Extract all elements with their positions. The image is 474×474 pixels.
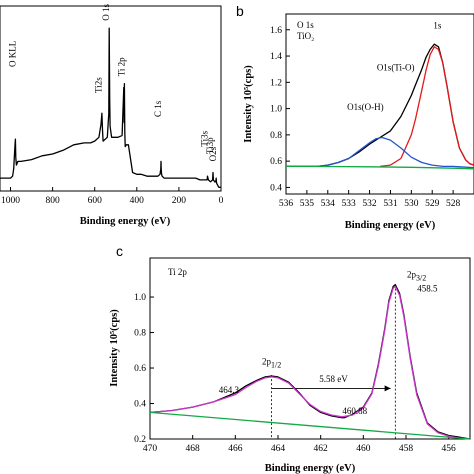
peak-label: O KLL <box>7 41 17 67</box>
y-tick-label: 0.8 <box>134 329 146 339</box>
panel-survey: 1000 800 600 400 200 0 O KLL Ti2s O 1s Ti 2p C 1s… <box>0 4 224 227</box>
y-tick-label: 0.4 <box>270 183 282 193</box>
peak-label: 464.3 <box>219 385 240 395</box>
x-tick-label: 0 <box>219 196 224 206</box>
plot-frame <box>149 257 471 440</box>
peak-label: Ti2s <box>94 77 104 93</box>
peak-label: O2s <box>208 146 218 161</box>
inset-label-ti2p: Ti 2p <box>168 267 187 277</box>
x-tick-label: 800 <box>45 196 60 206</box>
x-tick-label: 535 <box>300 199 315 209</box>
y-tick-label: 1.0 <box>134 293 146 303</box>
peak-labels: 1s O1s(Ti-O) O1s(O-H) <box>347 20 442 111</box>
plot-frame <box>285 13 474 195</box>
x-tick-label: 529 <box>425 199 440 209</box>
axis-ticks: 470 468 466 464 462 460 458 456 0.2 0.4 0.6 0.8 1.0 <box>134 293 456 454</box>
x-tick-label: 530 <box>404 199 419 209</box>
x-tick-label: 464 <box>271 444 286 454</box>
y-axis-label: Intensity 10⁵(cps) <box>243 65 254 143</box>
x-axis-label: Binding energy (eV) <box>80 216 171 227</box>
series-line-2 <box>286 136 474 169</box>
series-line-0 <box>0 27 221 188</box>
peak-label: 2p3/2 <box>407 270 426 283</box>
series-lines <box>149 283 471 440</box>
series-lines <box>285 43 474 170</box>
y-tick-label: 0.2 <box>134 435 146 445</box>
peak-label: Ti3p <box>205 137 215 154</box>
panel-ti2p: c 470 468 466 464 462 460 458 456 0.2 0.4 0.6 0.8 1.… <box>109 243 471 474</box>
y-tick-label: 0.4 <box>134 400 146 410</box>
panel-letter-b: b <box>236 3 244 19</box>
x-ticks: 1000 800 600 400 200 0 <box>1 187 224 206</box>
separation-markers <box>271 284 396 439</box>
x-axis-label: Binding energy (eV) <box>265 463 356 474</box>
peak-label: O1s(O-H) <box>347 102 384 112</box>
x-tick-label: 460 <box>356 444 371 454</box>
arrow-head <box>384 385 391 392</box>
x-tick-label: 531 <box>383 199 398 209</box>
inset-label-o1s: O 1s <box>297 20 314 30</box>
y-tick-label: 0.6 <box>270 157 282 167</box>
panel-letter-c: c <box>116 243 123 259</box>
y-tick-label: 0.6 <box>134 364 146 374</box>
inset-label-tio2: TiO₂ <box>297 31 314 41</box>
peak-label: 2p1/2 <box>262 356 281 369</box>
peak-label: O 1s <box>101 4 111 21</box>
series-line-3 <box>285 165 474 170</box>
y-tick-label: 1.6 <box>270 26 282 36</box>
x-tick-label: 534 <box>321 199 336 209</box>
x-tick-label: 466 <box>228 444 243 454</box>
y-axis-label: Intensity 10⁵(cps) <box>109 309 120 387</box>
x-tick-label: 200 <box>172 196 187 206</box>
axis-ticks: 536 535 534 533 532 531 530 529 528 0.4 0.6 0.8 1.0 1… <box>270 26 460 209</box>
panel-o1s: b 536 535 534 533 532 531 530 529 528 0.4 0.6 0.8 1.… <box>236 3 474 231</box>
series-line-2 <box>149 411 471 440</box>
y-tick-label: 1.2 <box>270 78 282 88</box>
x-axis-label: Binding energy (eV) <box>345 220 436 231</box>
peak-label: 460.88 <box>342 406 367 416</box>
peak-label: O1s(Ti-O) <box>377 62 415 72</box>
peak-label: 5.58 eV <box>319 374 348 384</box>
peak-label: Ti3s <box>200 130 210 146</box>
x-tick-label: 533 <box>342 199 357 209</box>
x-tick-label: 468 <box>186 444 201 454</box>
y-tick-label: 1.0 <box>270 105 282 115</box>
series-lines <box>0 27 221 188</box>
y-tick-label: 0.8 <box>270 131 282 141</box>
x-tick-label: 462 <box>314 444 329 454</box>
peak-label: C 1s <box>153 100 163 117</box>
x-tick-label: 536 <box>279 199 294 209</box>
x-tick-label: 528 <box>446 199 461 209</box>
x-tick-label: 458 <box>399 444 414 454</box>
series-line-1 <box>149 285 471 440</box>
series-line-1 <box>379 46 474 168</box>
x-tick-label: 532 <box>362 199 377 209</box>
plot-frame <box>0 5 222 192</box>
x-tick-label: 400 <box>130 196 145 206</box>
y-tick-label: 1.4 <box>270 52 282 62</box>
x-tick-label: 456 <box>442 444 457 454</box>
peak-label: 458.5 <box>417 284 438 294</box>
x-tick-label: 600 <box>88 196 103 206</box>
peak-label: Ti 2p <box>116 57 126 76</box>
x-tick-label: 470 <box>143 444 158 454</box>
peak-label: 1s <box>433 20 442 30</box>
x-tick-label: 1000 <box>1 196 20 206</box>
